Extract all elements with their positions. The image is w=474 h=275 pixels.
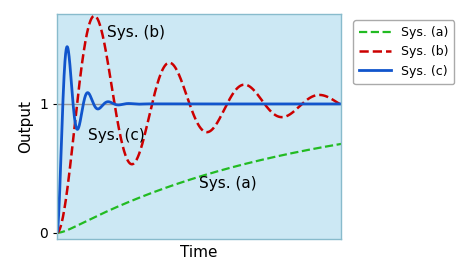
Line: Sys. (c): Sys. (c) bbox=[57, 47, 341, 233]
Sys. (c) bbox=[163, 102, 169, 106]
Line: Sys. (b): Sys. (b) bbox=[57, 16, 341, 233]
Sys. (c) bbox=[87, 93, 92, 96]
Sys. (c) bbox=[338, 102, 344, 106]
Sys. (b) bbox=[163, 63, 169, 66]
Sys. (b) bbox=[338, 103, 344, 107]
Line: Sys. (a): Sys. (a) bbox=[57, 144, 341, 233]
Legend: Sys. (a), Sys. (b), Sys. (c): Sys. (a), Sys. (b), Sys. (c) bbox=[353, 20, 455, 84]
Sys. (c) bbox=[175, 102, 181, 106]
Y-axis label: Output: Output bbox=[18, 100, 34, 153]
Sys. (b) bbox=[91, 14, 97, 17]
Sys. (b) bbox=[103, 52, 109, 55]
Sys. (b) bbox=[54, 231, 60, 235]
Sys. (b) bbox=[302, 100, 308, 103]
Sys. (a) bbox=[338, 142, 344, 145]
Sys. (a) bbox=[163, 186, 169, 189]
Sys. (a) bbox=[175, 182, 181, 185]
Sys. (b) bbox=[86, 22, 92, 26]
Sys. (c) bbox=[103, 100, 109, 104]
Sys. (c) bbox=[302, 102, 308, 106]
Sys. (a) bbox=[54, 231, 60, 235]
Text: Sys. (a): Sys. (a) bbox=[199, 176, 257, 191]
Sys. (a) bbox=[103, 210, 109, 213]
X-axis label: Time: Time bbox=[180, 245, 218, 260]
Sys. (a) bbox=[86, 218, 92, 221]
Sys. (b) bbox=[175, 72, 181, 75]
Sys. (c) bbox=[54, 231, 60, 235]
Text: Sys. (b): Sys. (b) bbox=[107, 25, 164, 40]
Sys. (a) bbox=[333, 143, 338, 147]
Sys. (a) bbox=[302, 149, 308, 152]
Sys. (b) bbox=[333, 100, 338, 103]
Sys. (c) bbox=[333, 102, 338, 106]
Sys. (c) bbox=[64, 45, 70, 48]
Text: Sys. (c): Sys. (c) bbox=[88, 128, 145, 143]
